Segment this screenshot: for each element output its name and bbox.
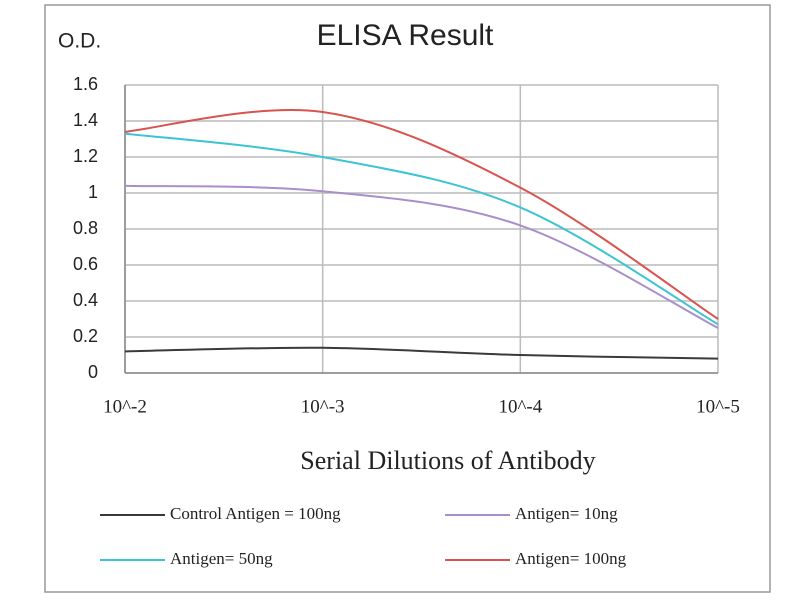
legend-label: Antigen= 10ng [515,504,618,523]
legend-label: Antigen= 50ng [170,549,273,568]
y-tick-label: 0.4 [73,290,98,310]
legend-label: Antigen= 100ng [515,549,627,568]
frame [44,4,771,593]
x-tick-label: 10^-3 [301,396,345,417]
y-tick-label: 1.4 [73,110,98,130]
y-axis-label: O.D. [58,30,101,53]
series-line [124,184,719,329]
x-tick-label: 10^-4 [498,396,542,417]
y-tick-label: 1 [88,182,98,202]
y-tick-label: 0 [88,362,98,382]
x-axis-label: Serial Dilutions of Antibody [300,446,595,475]
y-tick-label: 1.6 [73,74,98,94]
series-line [124,346,719,360]
y-tick-label: 1.2 [73,146,98,166]
x-tick-label: 10^-5 [696,396,740,417]
series-line [124,109,719,320]
y-tick-label: 0.8 [73,218,98,238]
x-tick-label: 10^-2 [103,396,147,417]
chart-title: ELISA Result [317,19,494,52]
series-line [124,132,719,326]
legend-label: Control Antigen = 100ng [170,504,341,523]
y-tick-label: 0.6 [73,254,98,274]
y-tick-label: 0.2 [73,326,98,346]
